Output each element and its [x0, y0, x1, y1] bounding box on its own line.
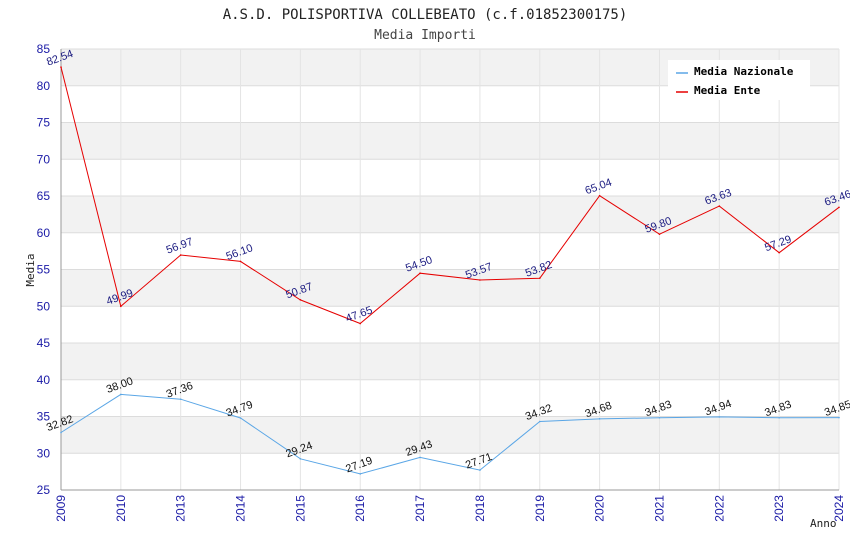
y-axis-ticks: 25 30 35 40 45 50 55 60 65 70 75 80 85 [37, 42, 51, 497]
y-tick-label: 65 [37, 189, 51, 203]
data-point [718, 416, 721, 418]
data-point [179, 254, 182, 256]
y-tick-label: 30 [37, 446, 51, 460]
y-tick-label: 25 [37, 483, 51, 497]
x-tick-label: 2023 [772, 495, 786, 522]
grid-band [61, 159, 839, 196]
grid-band [61, 453, 839, 490]
data-point [419, 456, 421, 459]
x-tick-label: 2015 [293, 495, 307, 522]
grid-band [61, 379, 839, 417]
data-point [239, 260, 242, 263]
data-point [479, 469, 481, 471]
x-tick-label: 2013 [174, 495, 188, 522]
x-tick-label: 2010 [114, 495, 128, 522]
data-point [60, 431, 62, 434]
legend-label-media-nazionale: Media Nazionale [694, 65, 794, 78]
x-axis-label: Anno [810, 517, 837, 530]
series-line-media-ente [60, 66, 840, 325]
data-point [359, 322, 362, 325]
y-tick-label: 50 [37, 299, 51, 313]
data-point [359, 473, 362, 475]
x-tick-label: 2022 [712, 495, 726, 522]
data-point [60, 66, 62, 68]
x-tick-label: 2014 [234, 495, 248, 522]
data-point [479, 279, 481, 281]
legend: Media Nazionale Media Ente [668, 60, 810, 100]
data-point [120, 305, 122, 308]
grid-band [61, 269, 839, 307]
y-tick-label: 60 [37, 226, 51, 240]
data-point [299, 458, 302, 460]
x-tick-label: 2016 [353, 495, 367, 522]
y-tick-label: 45 [37, 336, 51, 350]
data-point [538, 420, 541, 423]
data-point [538, 277, 541, 279]
data-point [299, 299, 302, 301]
x-axis-ticks: 2009 2010 2013 2014 2015 2016 2017 2018 2019 2020… [54, 495, 846, 522]
grid-band [61, 416, 839, 454]
data-point [778, 416, 780, 419]
x-tick-label: 2020 [593, 495, 607, 522]
chart-title: A.S.D. POLISPORTIVA COLLEBEATO (c.f.0185… [223, 7, 628, 23]
data-point [179, 398, 182, 400]
x-tick-label: 2009 [54, 495, 68, 522]
y-tick-label: 40 [37, 373, 51, 387]
data-point [598, 418, 601, 420]
data-point [838, 416, 840, 419]
y-tick-label: 55 [37, 263, 51, 277]
x-tick-label: 2021 [652, 495, 666, 522]
grid-bands [60, 48, 840, 491]
data-point [120, 393, 122, 396]
chart-subtitle: Media Importi [374, 28, 476, 43]
series-line-media-nazionale [60, 393, 840, 475]
legend-box [668, 60, 810, 100]
data-point [718, 205, 721, 207]
x-tick-label: 2019 [533, 495, 547, 522]
x-tick-label: 2018 [473, 495, 487, 522]
x-tick-label: 2017 [413, 495, 427, 522]
y-tick-label: 80 [37, 79, 51, 93]
data-point [419, 272, 421, 274]
series-lines [60, 66, 840, 475]
data-point [658, 416, 661, 419]
data-point [838, 206, 840, 209]
data-point [658, 233, 661, 236]
y-tick-label: 35 [37, 410, 51, 424]
data-point [778, 251, 780, 254]
grid-band [61, 122, 839, 160]
y-tick-label: 70 [37, 152, 51, 166]
grid-band [61, 232, 839, 270]
x-tick-label: 2024 [832, 495, 846, 522]
grid-band [61, 306, 839, 343]
data-point [239, 417, 242, 419]
y-tick-label: 75 [37, 116, 51, 130]
y-tick-label: 85 [37, 42, 51, 56]
y-axis-label: Media [24, 253, 37, 286]
grid-band [61, 196, 839, 233]
data-point [598, 194, 601, 197]
legend-label-media-ente: Media Ente [694, 84, 761, 97]
grid-band [61, 343, 839, 380]
